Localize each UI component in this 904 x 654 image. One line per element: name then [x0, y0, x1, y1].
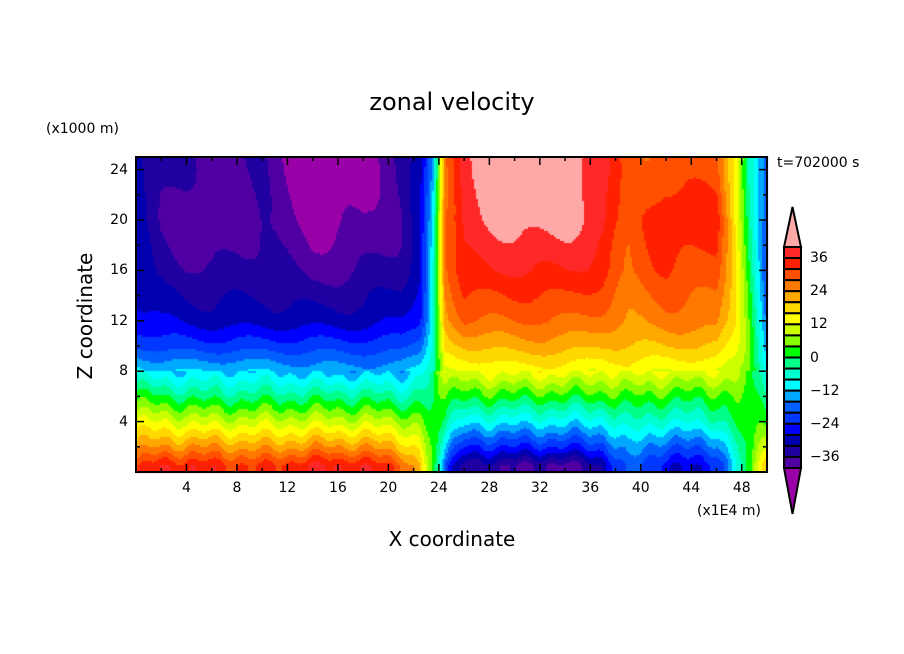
- x-tick-label: 24: [429, 480, 448, 496]
- colorbar-box: [783, 433, 802, 447]
- colorbar-box: [783, 345, 802, 359]
- x-tick-label: 48: [732, 480, 751, 496]
- colorbar-box: [783, 268, 802, 282]
- y-tick-label: 4: [119, 413, 128, 430]
- y-axis-label: Z coordinate: [73, 252, 97, 380]
- y-tick-label: 20: [110, 212, 128, 228]
- colorbar-box: [783, 257, 802, 271]
- colorbar-label: −12: [810, 382, 840, 399]
- colorbar-box: [783, 411, 802, 425]
- y-tick-label: 8: [119, 363, 128, 380]
- colorbar-extend-max: [782, 206, 803, 248]
- colorbar-label: 36: [810, 250, 828, 267]
- y-tick-label: 12: [110, 312, 128, 329]
- x-tick-label: 12: [278, 480, 297, 496]
- z-unit-label: (x1000 m): [46, 121, 119, 137]
- plot-frame: [135, 156, 768, 473]
- x-axis-label: X coordinate: [388, 527, 516, 551]
- colorbar-label: −36: [810, 448, 840, 465]
- x-unit-label: (x1E4 m): [697, 503, 761, 519]
- x-tick-label: 16: [328, 480, 347, 496]
- colorbar-box: [783, 334, 802, 348]
- y-tick-label: 24: [110, 161, 128, 178]
- colorbar-box: [783, 444, 802, 458]
- x-tick-label: 4: [182, 480, 191, 496]
- x-tick-label: 36: [581, 480, 600, 496]
- colorbar-box: [783, 356, 802, 370]
- colorbar-box: [783, 400, 802, 414]
- colorbar-extend-min: [782, 467, 803, 515]
- y-tick-label: 16: [110, 262, 128, 279]
- colorbar-box: [783, 455, 802, 470]
- colorbar-label: 0: [810, 349, 819, 366]
- colorbar-box: [783, 323, 802, 337]
- time-annotation: t=702000 s: [777, 155, 860, 171]
- colorbar-box: [783, 312, 802, 326]
- colorbar-label: 12: [810, 316, 828, 333]
- colorbar-box: [783, 422, 802, 436]
- colorbar-box: [783, 301, 802, 315]
- colorbar-box: [783, 279, 802, 293]
- colorbar-box: [783, 367, 802, 381]
- colorbar-box: [783, 290, 802, 304]
- colorbar-label: 24: [810, 283, 828, 300]
- colorbar-box: [783, 246, 802, 260]
- colorbar-box: [783, 378, 802, 392]
- x-tick-label: 44: [682, 480, 701, 496]
- x-tick-label: 40: [631, 480, 650, 496]
- x-tick-label: 32: [530, 480, 549, 496]
- x-tick-label: 28: [480, 480, 499, 496]
- colorbar-box: [783, 389, 802, 403]
- x-tick-label: 8: [232, 480, 242, 496]
- colorbar-label: −24: [810, 415, 840, 432]
- x-tick-label: 20: [379, 480, 398, 496]
- chart-title: zonal velocity: [369, 88, 535, 116]
